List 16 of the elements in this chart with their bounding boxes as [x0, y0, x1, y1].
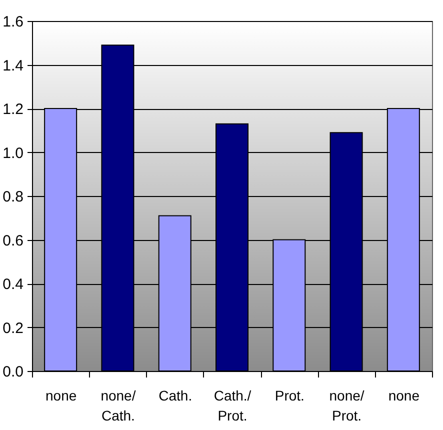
- y-tick-label: 1.2: [2, 101, 24, 118]
- x-tick-label: Cath.: [158, 388, 192, 404]
- y-tick-label: 1.6: [2, 14, 24, 30]
- x-tick-label: none/ Cath.: [100, 388, 136, 424]
- x-tick-label: Prot.: [274, 388, 304, 404]
- y-tick-label: 0.2: [2, 320, 24, 337]
- y-tick-label: 0.4: [2, 276, 24, 293]
- x-tick-label: Cath./ Prot.: [214, 388, 252, 424]
- y-tick-label: 0.0: [2, 364, 24, 380]
- x-tick-label: none: [388, 388, 420, 404]
- y-tick-label: 0.8: [2, 188, 24, 206]
- x-tick-label: none: [45, 388, 77, 404]
- y-tick-label: 0.6: [2, 232, 24, 250]
- y-tick-label: 1.4: [2, 57, 24, 74]
- y-tick-label: 1.0: [2, 144, 24, 162]
- x-tick-label: none/ Prot.: [329, 388, 364, 424]
